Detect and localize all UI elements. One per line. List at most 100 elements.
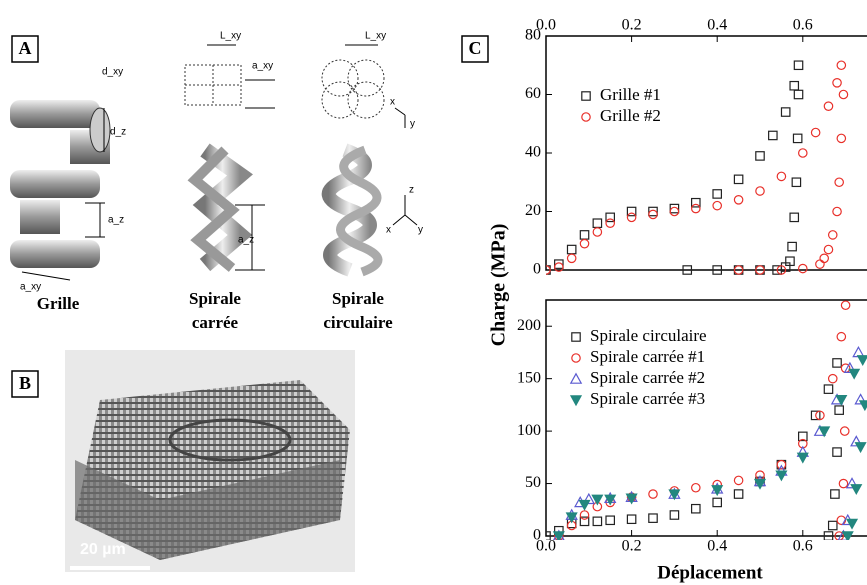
marker	[827, 373, 838, 384]
marker	[648, 209, 658, 220]
y-tick-label: 200	[517, 317, 541, 334]
panel-label: B	[19, 373, 31, 393]
marker	[648, 489, 658, 499]
marker	[827, 230, 838, 240]
series-group	[546, 300, 867, 540]
marker	[554, 259, 564, 269]
structure-name: Grille	[37, 294, 80, 313]
marker	[815, 259, 825, 269]
marker	[712, 265, 722, 275]
marker	[565, 512, 578, 524]
legend-label: Grille #1	[600, 85, 661, 104]
marker	[823, 531, 834, 540]
circular-spiral-drawing	[321, 44, 418, 277]
y-tick-label: 0	[533, 527, 541, 544]
marker	[856, 355, 867, 367]
dimension-label: d_z	[110, 127, 126, 138]
marker	[592, 227, 603, 237]
dimension-label: d_xy	[102, 67, 123, 78]
y-axis-label: Charge (MPa)	[488, 224, 510, 347]
marker	[832, 206, 842, 217]
marker	[768, 130, 778, 141]
marker	[838, 89, 849, 100]
marker	[797, 431, 808, 442]
structure-name: Spirale	[332, 289, 384, 308]
marker	[832, 447, 842, 457]
dimension-label: a_z	[238, 235, 254, 246]
marker	[823, 244, 834, 255]
x-tick-label: 0.2	[622, 17, 642, 34]
y-tick-label: 0	[533, 261, 541, 278]
marker	[845, 518, 859, 530]
marker	[554, 262, 564, 272]
marker	[669, 203, 680, 214]
marker	[566, 244, 577, 255]
marker	[733, 489, 744, 499]
marker	[592, 516, 603, 527]
marker	[836, 133, 847, 144]
plot-frame	[545, 299, 867, 537]
marker	[578, 499, 591, 511]
marker	[755, 265, 765, 275]
marker	[626, 514, 637, 525]
marker	[793, 89, 804, 100]
panel-box	[11, 370, 39, 398]
marker	[546, 531, 551, 540]
marker	[690, 203, 701, 214]
panel-label: C	[469, 38, 482, 58]
marker	[648, 206, 658, 217]
marker	[815, 410, 825, 421]
legend-marker	[571, 353, 581, 363]
marker	[830, 489, 840, 499]
axis-glyph: y	[410, 119, 415, 130]
legend-marker	[571, 332, 581, 342]
structure-name: Spirale	[189, 289, 241, 308]
marker	[832, 78, 842, 88]
marker	[850, 484, 863, 496]
marker	[669, 206, 680, 217]
y-tick-label: 20	[525, 202, 541, 219]
marker	[552, 531, 565, 540]
marker	[733, 475, 744, 486]
marker	[792, 133, 803, 144]
dimension-label: a_z	[108, 215, 124, 226]
marker	[711, 485, 724, 497]
marker	[787, 241, 797, 252]
axis-glyph: y	[418, 225, 423, 236]
marker	[848, 368, 861, 380]
dimension-label: a_xy	[20, 282, 41, 293]
y-tick-label: 40	[525, 144, 541, 161]
dimension-label: a_xy	[252, 61, 273, 72]
axis-glyph: x	[390, 97, 395, 108]
y-tick-label: 80	[525, 27, 541, 44]
marker	[626, 206, 637, 217]
marker	[605, 212, 615, 223]
marker	[690, 482, 701, 493]
square-spiral-drawing	[184, 44, 275, 272]
marker	[823, 101, 834, 111]
structure-name: circulaire	[323, 313, 393, 332]
marker	[836, 60, 847, 71]
marker	[755, 151, 765, 161]
marker	[605, 218, 615, 228]
marker	[776, 265, 787, 275]
x-tick-label: 0.4	[707, 538, 727, 555]
marker	[625, 493, 638, 505]
circular-spiral-drawing	[321, 59, 385, 119]
marker	[775, 470, 788, 482]
marker	[858, 400, 867, 412]
marker	[789, 80, 800, 91]
marker	[819, 253, 829, 264]
panel-box	[461, 35, 489, 63]
series-group	[546, 60, 849, 275]
marker	[832, 358, 842, 368]
y-tick-label: 60	[525, 85, 541, 102]
marker	[546, 265, 551, 275]
marker	[834, 177, 844, 188]
marker	[591, 494, 604, 506]
marker	[776, 171, 787, 182]
marker	[566, 253, 577, 264]
marker	[850, 435, 863, 447]
x-tick-label: 0.6	[793, 538, 813, 555]
